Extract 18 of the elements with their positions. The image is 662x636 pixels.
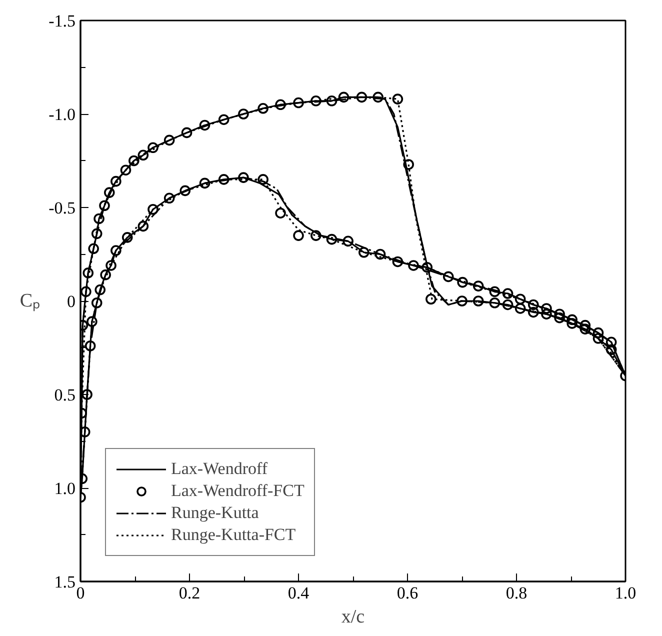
legend-label: Lax-Wendroff-FCT <box>171 481 304 501</box>
x-tick-label: 0.2 <box>178 584 200 602</box>
y-tick-label: -0.5 <box>48 198 76 218</box>
y-tick-label: 0.5 <box>54 386 76 404</box>
legend-label: Runge-Kutta <box>171 503 259 523</box>
x-tick-label: 0.4 <box>288 584 310 602</box>
y-tick-label: -1.0 <box>48 105 76 124</box>
y-tick-label: 1.0 <box>54 479 76 498</box>
x-tick-label: 1.0 <box>614 584 636 602</box>
y-axis-title: Cₚ <box>20 290 41 312</box>
x-axis-title: x/c <box>341 606 365 628</box>
legend-label: Lax-Wendroff <box>171 459 268 479</box>
y-tick-label: 1.5 <box>54 572 76 592</box>
x-tick-label: 0.8 <box>506 584 528 602</box>
x-tick-label: 0.6 <box>396 584 418 602</box>
y-tick-label: -1.5 <box>48 12 76 30</box>
legend-label: Runge-Kutta-FCT <box>171 525 296 545</box>
y-tick-label: 0 <box>67 292 76 311</box>
